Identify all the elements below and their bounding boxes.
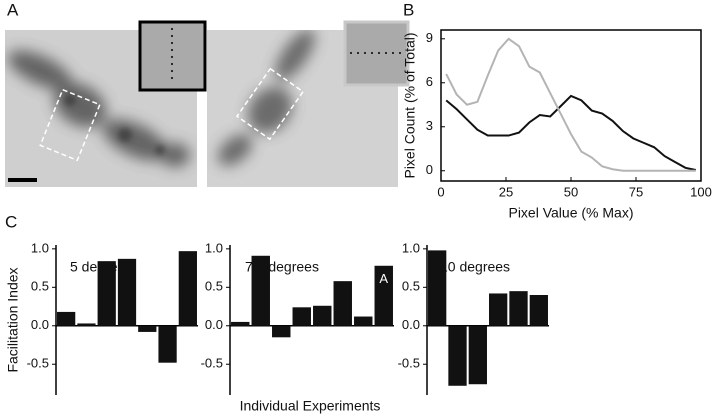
- stimulus-inset: [343, 20, 410, 87]
- y-tick-label: 1.0: [205, 240, 223, 255]
- chart-title: 10 degrees: [440, 259, 510, 275]
- x-tick-label: 0: [437, 184, 444, 199]
- bar: [448, 325, 467, 386]
- y-tick-label: 0.5: [402, 279, 420, 294]
- bar: [117, 258, 137, 326]
- y-tick-label: 0.5: [31, 279, 49, 294]
- bar: [333, 281, 352, 326]
- y-tick-label: 0.0: [31, 317, 49, 332]
- bar: [158, 325, 177, 363]
- y-tick-label: 1.0: [402, 240, 420, 255]
- x-tick-label: 50: [564, 184, 578, 199]
- y-axis-label: Facilitation Index: [5, 267, 21, 372]
- scale-bar: [8, 178, 37, 182]
- y-tick-label: 0: [426, 162, 433, 177]
- y-tick-label: 0.5: [205, 279, 223, 294]
- bar: [354, 316, 373, 326]
- x-tick-label: 25: [499, 184, 513, 199]
- bar: [272, 325, 291, 338]
- x-axis-label: Pixel Value (% Max): [508, 205, 633, 221]
- panel-label: C: [5, 212, 17, 231]
- y-tick-label: -0.5: [27, 356, 49, 371]
- bar: [178, 251, 197, 326]
- bar: [509, 291, 528, 326]
- panel-label: B: [403, 0, 414, 19]
- bar: [97, 261, 116, 326]
- bar: [231, 321, 250, 326]
- y-tick-label: -0.5: [201, 356, 223, 371]
- bar: [428, 250, 447, 326]
- y-tick-label: -0.5: [398, 356, 420, 371]
- bar: [77, 323, 96, 326]
- x-axis-label: Individual Experiments: [240, 398, 381, 414]
- y-tick-label: 3: [426, 118, 433, 133]
- x-tick-label: 75: [629, 184, 643, 199]
- bar: [313, 305, 332, 326]
- bar: [468, 325, 487, 385]
- series-line: [445, 37, 696, 172]
- y-tick-label: 6: [426, 74, 433, 89]
- bar: [292, 307, 311, 326]
- series-line: [445, 94, 697, 171]
- bar: [374, 265, 393, 326]
- panel-label: A: [7, 0, 19, 19]
- y-axis-label: Pixel Count (% of Total): [402, 32, 418, 178]
- bar: [138, 325, 157, 332]
- y-tick-label: 0.0: [205, 317, 223, 332]
- annotation: A: [379, 271, 388, 286]
- bar: [57, 311, 76, 326]
- y-tick-label: 0.0: [402, 317, 420, 332]
- bar: [529, 295, 548, 326]
- x-tick-label: 100: [690, 184, 712, 199]
- y-tick-label: 1.0: [31, 240, 49, 255]
- y-tick-label: 9: [426, 30, 433, 45]
- bar: [251, 255, 270, 326]
- plot-frame: [440, 29, 702, 182]
- bar: [489, 293, 508, 326]
